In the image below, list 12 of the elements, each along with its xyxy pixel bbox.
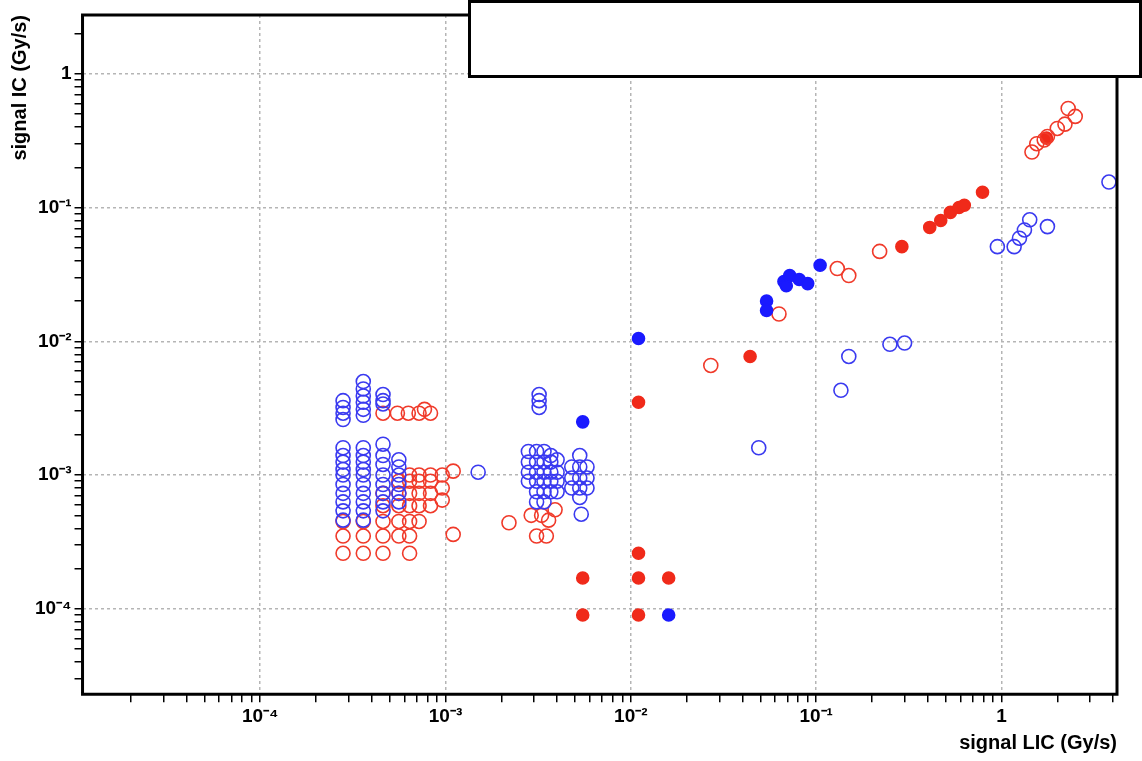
y-axis-title: signal IC (Gy/s) — [7, 15, 30, 161]
x-tick-label: 10⁻³ — [428, 704, 463, 726]
x-tick-label: 10⁻⁴ — [241, 704, 279, 726]
y-tick-label: 10⁻¹ — [38, 195, 72, 217]
x-axis-title: signal LIC (Gy/s) — [959, 730, 1117, 753]
y-tick-label: 10⁻² — [38, 329, 72, 351]
x-tick-label: 10⁻¹ — [799, 704, 833, 726]
y-tick-label: 10⁻³ — [38, 463, 72, 485]
y-tick-label: 1 — [60, 62, 72, 83]
y-tick-label: 10⁻⁴ — [34, 597, 72, 619]
x-tick-label: 1 — [996, 704, 1008, 726]
x-tick-label: 10⁻² — [614, 704, 648, 726]
